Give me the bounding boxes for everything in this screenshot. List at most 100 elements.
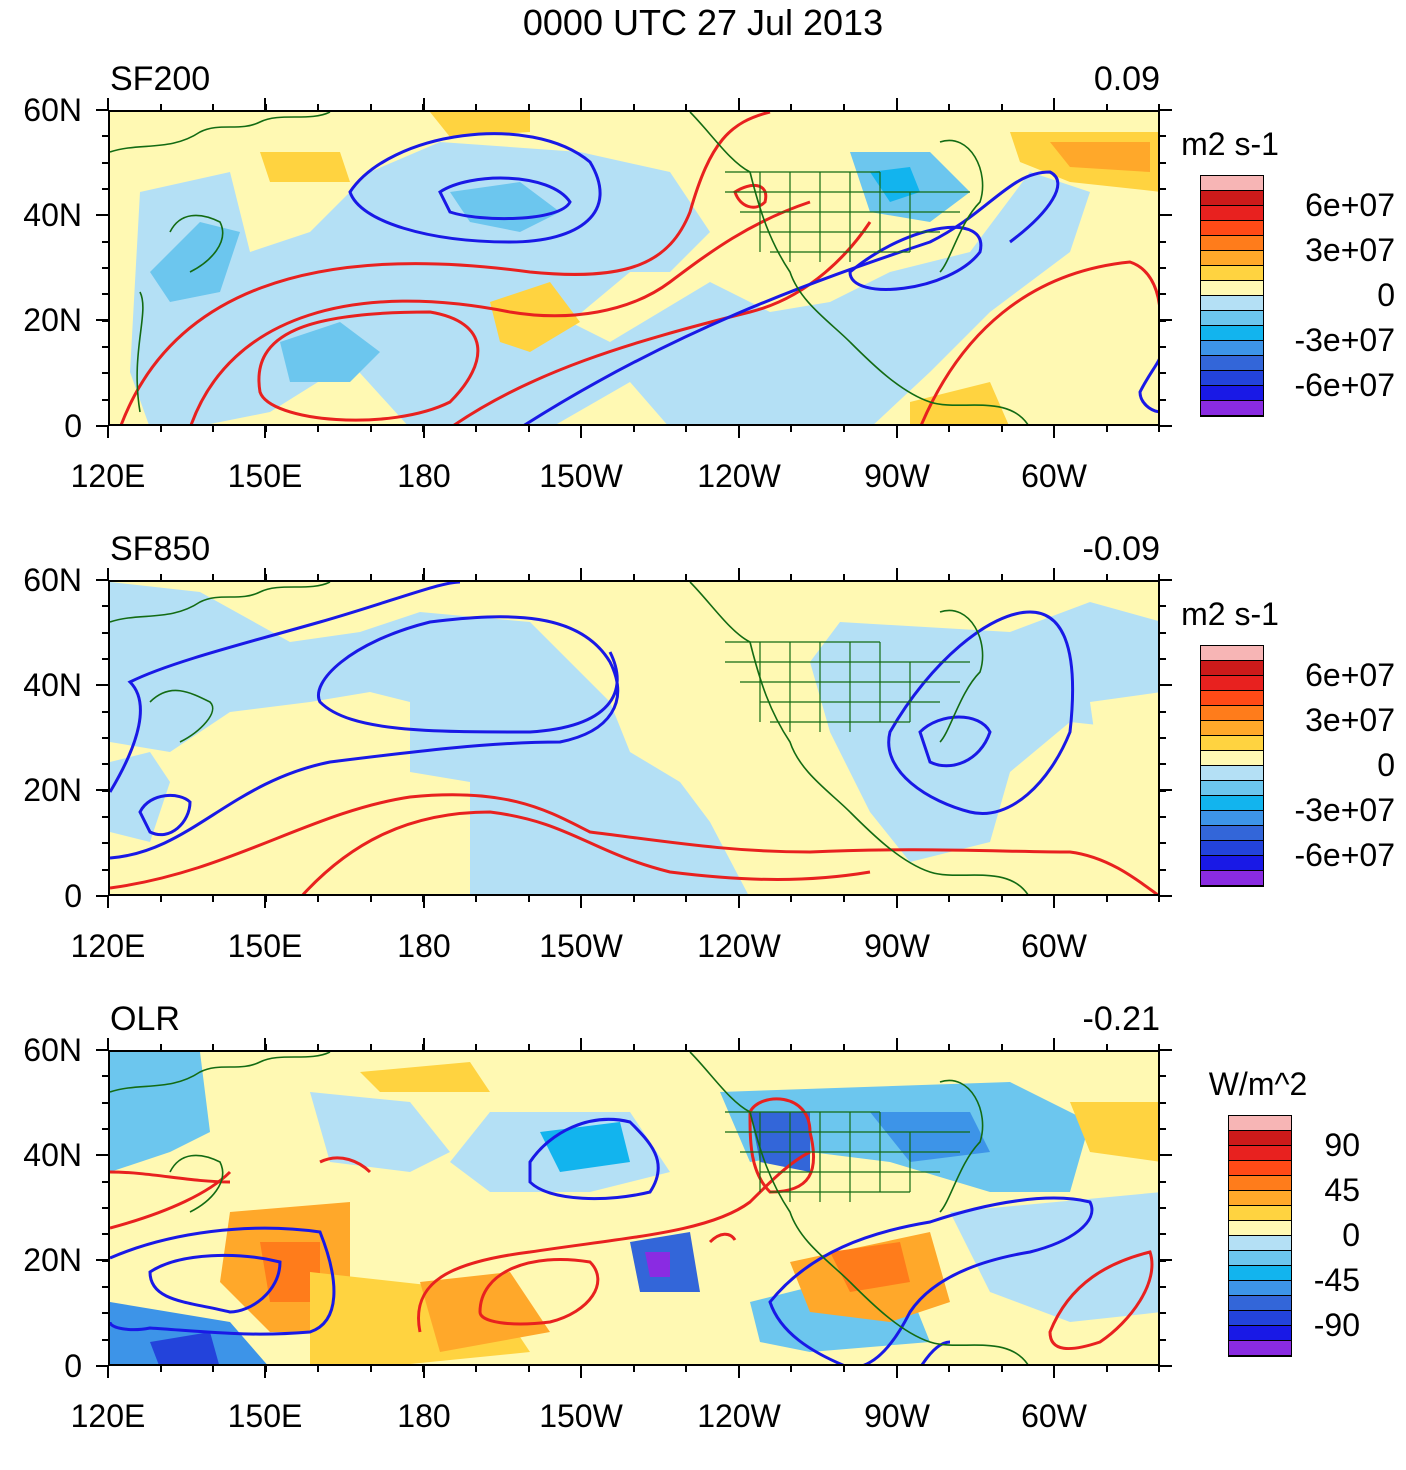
x-tick-label: 90W [864,928,930,964]
positive-contours [110,1097,1154,1351]
colorbar-label: -3e+07 [1294,322,1395,358]
x-tick-label: 120W [697,458,781,494]
x-minor-tick [843,1044,845,1050]
x-minor-tick [843,1366,845,1372]
y-minor-tick [102,320,108,322]
coastlines [110,582,1029,894]
x-minor-tick [317,574,319,580]
y-tick-label: 60N [23,1032,82,1068]
y-minor-tick [102,1207,108,1209]
positive-anomaly-region [360,1062,490,1092]
y-minor-tick [1160,188,1166,190]
colorbar-label: -6e+07 [1294,837,1395,873]
x-minor-tick [265,1044,267,1050]
x-minor-tick [475,574,477,580]
colorbar-swatch [1201,871,1263,886]
map-field [110,1052,1158,1364]
panel-label: OLR [110,1000,180,1038]
x-minor-tick [475,104,477,110]
x-tick-label: 180 [397,458,451,494]
x-minor-tick [422,104,424,110]
y-minor-tick [1160,1312,1166,1314]
x-tick-label: 120E [70,1398,146,1434]
y-tick-mark [1160,319,1172,321]
x-minor-tick [160,574,162,580]
y-tick-mark [1160,1365,1172,1367]
panel-value: 0.09 [1093,60,1160,98]
x-minor-tick [738,896,740,902]
x-minor-tick [107,1366,109,1372]
colorbar-swatch [1201,311,1263,326]
x-tick-label: 180 [397,928,451,964]
colorbar-swatch [1229,1236,1291,1251]
negative-anomaly-region [450,182,560,232]
x-minor-tick [738,574,740,580]
x-minor-tick [843,574,845,580]
x-minor-tick [107,426,109,432]
panel-olr: OLR -0.21 [0,1000,1406,1470]
x-minor-tick [580,574,582,580]
x-minor-tick [633,426,635,432]
x-minor-tick [317,1366,319,1372]
x-minor-tick [528,426,530,432]
colorbar-swatch [1229,1341,1291,1356]
x-minor-tick [1053,574,1055,580]
x-minor-tick [317,104,319,110]
state-borders [725,171,970,262]
x-tick-label: 150W [539,458,623,494]
figure-title: 0000 UTC 27 Jul 2013 [522,2,884,43]
x-minor-tick [107,574,109,580]
x-minor-tick [1053,426,1055,432]
colorbar [1200,645,1264,887]
x-minor-tick [685,1044,687,1050]
negative-contours [110,1117,1094,1364]
y-minor-tick [1160,135,1166,137]
x-minor-tick [948,1044,950,1050]
colorbar-swatch [1229,1296,1291,1311]
y-minor-tick [1160,1260,1166,1262]
y-tick-label: 20N [23,1242,82,1278]
y-minor-tick [1160,346,1166,348]
positive-anomaly-region [260,152,350,182]
x-minor-tick [370,1044,372,1050]
x-minor-tick [160,104,162,110]
colorbar-swatch [1229,1161,1291,1176]
colorbar-swatch [1201,841,1263,856]
x-minor-tick [1001,1044,1003,1050]
y-minor-tick [1160,684,1166,686]
x-minor-tick [317,896,319,902]
colorbar-swatch [1229,1326,1291,1341]
x-minor-tick [528,104,530,110]
x-tick-label: 120E [70,458,146,494]
x-tick-mark [896,1366,898,1378]
colorbar-swatch [1201,646,1263,661]
colorbar-swatch [1201,401,1263,416]
y-minor-tick [1160,711,1166,713]
colorbar-swatch [1201,811,1263,826]
colorbar-swatch [1201,721,1263,736]
x-tick-mark [423,568,425,580]
x-minor-tick [370,104,372,110]
x-minor-tick [528,896,530,902]
x-minor-tick [1106,104,1108,110]
y-minor-tick [102,109,108,111]
y-minor-tick [1160,1181,1166,1183]
colorbar-swatch [1201,691,1263,706]
x-minor-tick [265,1366,267,1372]
x-minor-tick [633,104,635,110]
negative-anomaly-region [150,1332,219,1364]
colorbar-swatch [1201,206,1263,221]
y-tick-mark [1160,1259,1172,1261]
colorbar-label: -90 [1313,1307,1360,1343]
x-minor-tick [475,426,477,432]
colorbar [1200,175,1264,417]
colorbar-swatch [1229,1311,1291,1326]
y-minor-tick [102,1312,108,1314]
x-tick-label: 90W [864,1398,930,1434]
x-tick-mark [107,896,109,908]
negative-anomaly-region [110,582,748,894]
positive-anomaly-region [910,382,1009,424]
y-minor-tick [102,399,108,401]
x-minor-tick [1158,104,1160,110]
x-tick-mark [423,1366,425,1378]
